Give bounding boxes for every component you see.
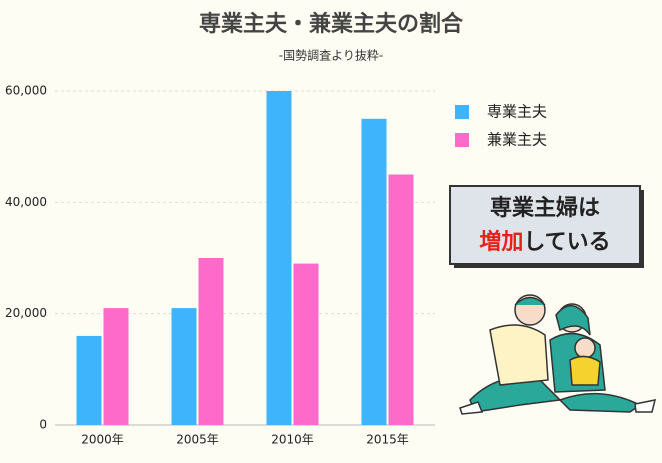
annotation-box: 専業主婦は 増加している <box>449 185 644 268</box>
x-tick-label: 2000年 <box>81 433 124 447</box>
y-tick-label: 40,000 <box>5 195 47 209</box>
annotation-highlight: 増加 <box>479 229 523 255</box>
bar <box>293 263 319 425</box>
x-tick-label: 2015年 <box>366 433 409 447</box>
chart-subtitle: -国勢調査より抜粋- <box>279 48 383 63</box>
legend-swatch <box>455 105 469 119</box>
y-tick-label: 0 <box>39 418 47 432</box>
bar <box>266 91 292 425</box>
bar <box>388 174 414 425</box>
annotation-text: している <box>523 230 610 255</box>
y-tick-label: 60,000 <box>5 84 47 98</box>
y-tick-label: 20,000 <box>5 306 47 320</box>
illustration <box>459 294 657 415</box>
legend-label: 専業主夫 <box>487 103 547 121</box>
bar <box>171 308 197 425</box>
annotation-text: 専業主婦は <box>490 195 600 221</box>
bar <box>198 258 224 425</box>
x-tick-label: 2010年 <box>271 433 314 447</box>
box <box>449 185 641 265</box>
annotation-text: 増加している <box>479 229 610 255</box>
legend-label: 兼業主夫 <box>487 131 547 149</box>
bar <box>103 308 129 425</box>
x-tick-label: 2005年 <box>176 433 219 447</box>
legend-swatch <box>455 133 469 147</box>
chart-title: 専業主夫・兼業主夫の割合 <box>199 11 464 37</box>
bar <box>76 335 102 425</box>
bar <box>361 118 387 425</box>
